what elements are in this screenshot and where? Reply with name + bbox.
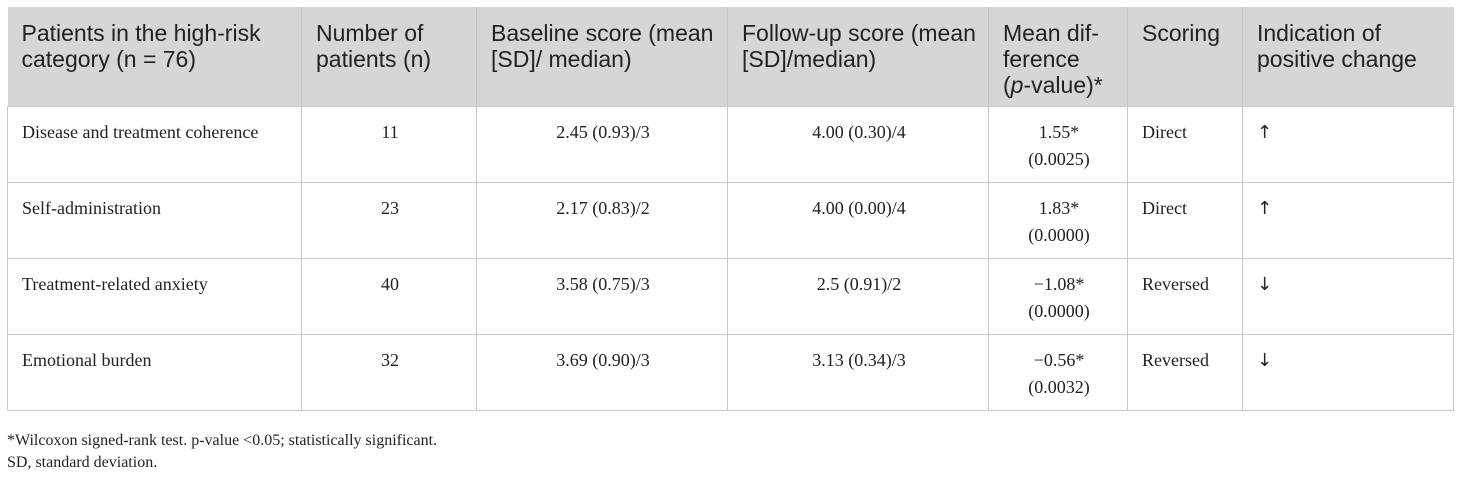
cell-indication-up-arrow-icon: ↑ (1242, 182, 1454, 259)
table-row: Treatment-related anxiety 40 3.58 (0.75)… (7, 258, 1454, 335)
cell-category: Treatment-related anxiety (7, 258, 302, 335)
table-row: Emotional burden 32 3.69 (0.90)/3 3.13 (… (7, 334, 1454, 411)
cell-n: 32 (301, 334, 477, 411)
cell-baseline: 3.69 (0.90)/3 (476, 334, 728, 411)
header-scoring: Scoring (1127, 7, 1243, 107)
cell-scoring: Direct (1127, 106, 1243, 183)
cell-n: 40 (301, 258, 477, 335)
results-table: Patients in the high-risk category (n = … (7, 7, 1454, 411)
cell-baseline: 2.45 (0.93)/3 (476, 106, 728, 183)
cell-diff-value: 1.55* (1038, 122, 1080, 142)
header-baseline: Baseline score (mean [SD]/ median) (476, 7, 728, 107)
cell-mean-difference: 1.83* (0.0000) (988, 182, 1128, 259)
header-row: Patients in the high-risk category (n = … (7, 7, 1454, 107)
cell-scoring: Direct (1127, 182, 1243, 259)
table-row: Disease and treatment coherence 11 2.45 … (7, 106, 1454, 183)
cell-n: 11 (301, 106, 477, 183)
cell-mean-difference: −0.56* (0.0032) (988, 334, 1128, 411)
cell-category: Self-administration (7, 182, 302, 259)
cell-diff-value: 1.83* (1038, 198, 1080, 218)
cell-followup: 2.5 (0.91)/2 (727, 258, 989, 335)
cell-scoring: Reversed (1127, 334, 1243, 411)
cell-followup: 3.13 (0.34)/3 (727, 334, 989, 411)
table-container: Patients in the high-risk category (n = … (7, 7, 1454, 411)
cell-n: 23 (301, 182, 477, 259)
cell-indication-down-arrow-icon: ↓ (1242, 258, 1454, 335)
cell-diff-value: −1.08* (1033, 274, 1085, 294)
cell-pvalue: (0.0000) (1028, 225, 1090, 245)
cell-indication-down-arrow-icon: ↓ (1242, 334, 1454, 411)
cell-followup: 4.00 (0.00)/4 (727, 182, 989, 259)
footnote-wilcoxon: *Wilcoxon signed-rank test. p-value <0.0… (7, 432, 438, 449)
cell-baseline: 3.58 (0.75)/3 (476, 258, 728, 335)
cell-pvalue: (0.0000) (1028, 301, 1090, 321)
cell-pvalue: (0.0025) (1028, 149, 1090, 169)
header-indication: Indication of positive change (1242, 7, 1454, 107)
cell-mean-difference: −1.08* (0.0000) (988, 258, 1128, 335)
cell-pvalue: (0.0032) (1028, 377, 1090, 397)
header-number: Number of patients (n) (301, 7, 477, 107)
footnote-sd: SD, standard deviation. (7, 454, 158, 471)
cell-scoring: Reversed (1127, 258, 1243, 335)
header-mean-difference: Mean dif-ference (p-value)* (988, 7, 1128, 107)
table-row: Self-administration 23 2.17 (0.83)/2 4.0… (7, 182, 1454, 259)
cell-category: Emotional burden (7, 334, 302, 411)
cell-diff-value: −0.56* (1033, 350, 1085, 370)
header-mean-difference-label: Mean dif-ference (1003, 20, 1099, 72)
cell-category: Disease and treatment coherence (7, 106, 302, 183)
table-footnotes: *Wilcoxon signed-rank test. p-value <0.0… (7, 430, 437, 474)
cell-baseline: 2.17 (0.83)/2 (476, 182, 728, 259)
header-category: Patients in the high-risk category (n = … (7, 7, 302, 107)
cell-mean-difference: 1.55* (0.0025) (988, 106, 1128, 183)
cell-followup: 4.00 (0.30)/4 (727, 106, 989, 183)
header-pvalue-label: (p-value)* (1003, 72, 1103, 98)
cell-indication-up-arrow-icon: ↑ (1242, 106, 1454, 183)
header-followup: Follow-up score (mean [SD]/median) (727, 7, 989, 107)
